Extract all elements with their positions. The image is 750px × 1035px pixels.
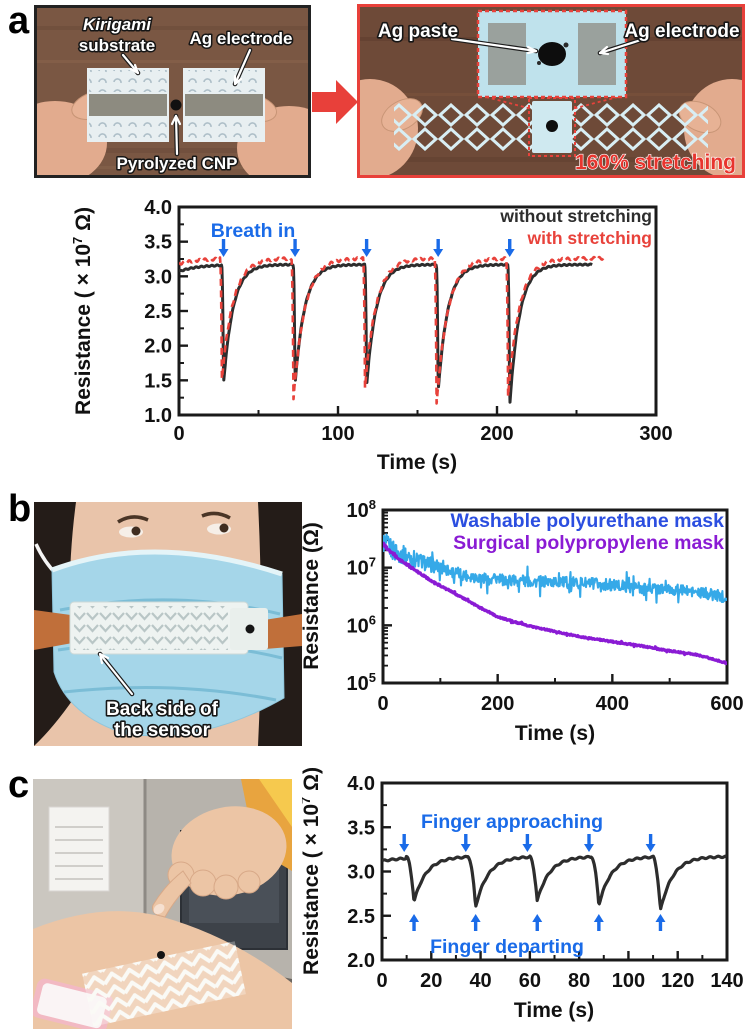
back-side-label-line2: the sensor	[114, 720, 211, 741]
svg-text:100: 100	[612, 970, 645, 992]
finger-approaching-annotation: Finger approaching	[421, 811, 603, 833]
cnp-dot	[546, 120, 558, 132]
svg-text:0: 0	[173, 423, 184, 445]
kirigami-substrate-label-line2: substrate	[79, 36, 156, 55]
ag-electrode-band-left	[89, 94, 167, 116]
svg-text:2.0: 2.0	[144, 336, 172, 358]
stretching-percentage-label: 160% stretching	[575, 151, 736, 174]
svg-text:60: 60	[519, 970, 541, 992]
photo-stretched-device: Ag paste Ag electrode 160% stretching	[357, 4, 745, 178]
finger-departing-annotation: Finger departing	[430, 936, 584, 958]
photo-mask-sensor: Back side of the sensor	[34, 502, 302, 746]
breath-in-annotation: Breath in	[211, 220, 296, 242]
cnp-dot	[245, 624, 255, 634]
ag-electrode-label: Ag electrode	[190, 29, 293, 48]
svg-text:200: 200	[480, 423, 513, 445]
ag-paste-label: Ag paste	[378, 21, 458, 42]
legend-washable-mask: Washable polyurethane mask	[451, 510, 725, 532]
svg-text:120: 120	[661, 970, 694, 992]
svg-text:0: 0	[376, 970, 387, 992]
svg-text:3.0: 3.0	[144, 266, 172, 288]
svg-text:80: 80	[568, 970, 590, 992]
svg-text:3.5: 3.5	[347, 817, 375, 839]
y-axis-label: Resistance (Ω)	[302, 522, 323, 670]
chart-mask-resistance: 0 200 400 600 108 107 106 105 Resistance (Ω) Tim…	[302, 497, 744, 745]
svg-text:2.0: 2.0	[347, 950, 375, 972]
svg-text:20: 20	[420, 970, 442, 992]
photo-annotations: Ag paste Ag electrode 160% stretching	[376, 19, 741, 174]
svg-text:300: 300	[639, 423, 672, 445]
panel-c-label: c	[8, 764, 30, 806]
photo-kirigami-device: Kirigami substrate Ag electrode Pyrolyze…	[34, 5, 311, 178]
cnp-dot	[157, 951, 165, 959]
photo-annotations: Kirigami substrate Ag electrode Pyrolyze…	[77, 14, 294, 175]
svg-text:4.0: 4.0	[347, 773, 375, 795]
photo-annotations: Back side of the sensor	[97, 651, 220, 743]
x-axis-label: Time (s)	[377, 451, 457, 474]
svg-text:108: 108	[347, 497, 376, 522]
svg-text:1.5: 1.5	[144, 370, 172, 392]
kirigami-bracelet	[82, 941, 246, 1027]
pyrolyzed-cnp-label: Pyrolyzed CNP	[117, 154, 238, 173]
kirigami-substrate-label-line1: Kirigami	[83, 15, 152, 34]
cnp-dot	[170, 99, 182, 111]
panel-b-label: b	[8, 488, 32, 530]
svg-text:1.0: 1.0	[144, 405, 172, 427]
kirigami-strip	[87, 68, 265, 142]
chart-finger-proximity: 0 20 40 60 80 100 120 140 2.0 2.5 3.0 3.5 4.0 Resista…	[302, 768, 744, 1022]
zoom-source-outline	[528, 97, 576, 157]
legend-without-stretching: without stretching	[499, 206, 652, 226]
magnified-inset	[476, 9, 628, 110]
svg-text:40: 40	[469, 970, 491, 992]
svg-text:107: 107	[347, 555, 376, 580]
copper-tape-left	[34, 610, 78, 650]
svg-text:3.5: 3.5	[144, 232, 172, 254]
legend-surgical-mask: Surgical polypropylene mask	[453, 532, 724, 554]
back-side-label-line1: Back side of	[106, 699, 219, 720]
ag-electrode-label: Ag electrode	[624, 21, 739, 42]
legend-with-stretching: with stretching	[527, 228, 652, 248]
ag-paste-blob	[538, 42, 566, 66]
stretched-kirigami-mesh	[394, 97, 708, 157]
svg-text:3.0: 3.0	[347, 862, 375, 884]
svg-text:100: 100	[321, 423, 354, 445]
red-arrow-icon	[312, 80, 358, 124]
svg-text:106: 106	[347, 612, 376, 637]
svg-text:4.0: 4.0	[144, 197, 172, 219]
x-axis-label: Time (s)	[515, 722, 595, 745]
photo-wrist-bracelet	[33, 779, 292, 1029]
kirigami-sensor-strip	[69, 601, 268, 655]
approaching-hand	[152, 806, 287, 918]
svg-text:600: 600	[710, 693, 743, 715]
ag-electrode-band-right	[185, 94, 263, 116]
svg-text:105: 105	[347, 670, 376, 695]
y-axis-label: Resistance ( × 107 Ω)	[302, 768, 323, 975]
svg-text:2.5: 2.5	[347, 906, 375, 928]
wall-calendar	[48, 806, 110, 892]
svg-text:400: 400	[596, 693, 629, 715]
svg-text:200: 200	[481, 693, 514, 715]
eyes	[117, 511, 231, 538]
panel-a-label: a	[8, 0, 30, 42]
svg-text:140: 140	[710, 970, 743, 992]
chart-breathing-resistance: 0 100 200 300 1.0 1.5 2.0 2.5 3.0 3.5 4.0 Resistanc…	[70, 197, 673, 474]
x-axis-label: Time (s)	[514, 999, 594, 1022]
svg-text:0: 0	[377, 693, 388, 715]
fingernail	[153, 903, 165, 915]
y-axis-label: Resistance ( × 107 Ω)	[70, 207, 95, 415]
svg-text:2.5: 2.5	[144, 301, 172, 323]
